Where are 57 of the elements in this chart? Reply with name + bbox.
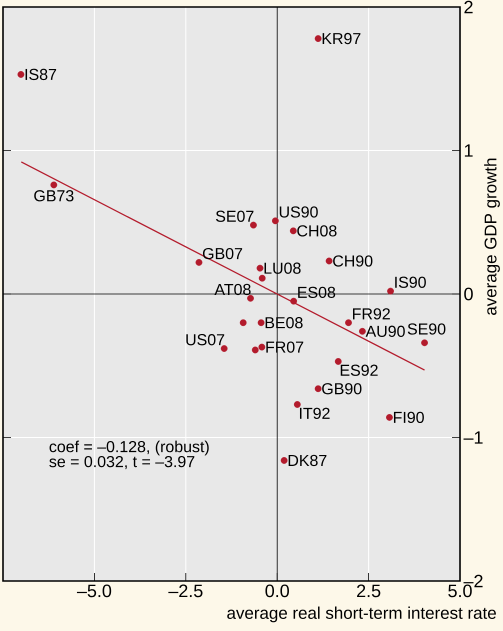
annotation: SE07 <box>216 210 254 222</box>
annotation: SE90 <box>408 323 446 335</box>
point <box>290 227 297 234</box>
y-tick-label: 1 <box>464 144 473 157</box>
point <box>345 319 352 326</box>
point <box>290 298 298 305</box>
x-axis-title: average real short-term interest rate <box>227 606 496 622</box>
x-tick-label: 2.5 <box>357 584 380 598</box>
point <box>250 222 257 229</box>
y-tick-label: 0 <box>464 288 473 300</box>
annotation: CH08 <box>297 225 337 237</box>
annotation: FI90 <box>394 412 424 424</box>
point <box>387 288 394 295</box>
point <box>334 358 342 365</box>
x-tick-label: –5.0 <box>76 584 112 598</box>
y-tick-label: 2 <box>464 0 473 14</box>
annotation: IS87 <box>26 68 56 80</box>
annotation: FR92 <box>353 308 390 320</box>
point <box>421 339 428 346</box>
annotation: US07 <box>186 334 224 346</box>
point <box>256 264 264 272</box>
point <box>247 294 254 302</box>
x-tick-label: –2.5 <box>168 584 202 598</box>
annotation: ES92 <box>340 364 378 376</box>
point <box>280 457 288 464</box>
annotation: CH90 <box>333 255 372 267</box>
point <box>314 385 322 392</box>
point <box>272 217 279 224</box>
point <box>18 71 24 78</box>
point <box>258 319 265 326</box>
point <box>258 344 266 350</box>
annotation: coef = –0.128, (robust) <box>50 440 209 456</box>
annotation: GB90 <box>322 383 362 394</box>
point <box>252 346 259 354</box>
point <box>258 274 266 282</box>
point <box>386 414 393 421</box>
point <box>50 182 58 188</box>
point <box>294 401 301 408</box>
annotation: US90 <box>280 206 318 218</box>
point <box>314 35 322 42</box>
y-axis-title: average GDP growth <box>484 158 500 315</box>
annotation: GB07 <box>202 248 242 260</box>
annotation: IT92 <box>300 408 330 419</box>
annotation: AT08 <box>214 284 251 296</box>
annotation: se = 0.032, t = –3.97 <box>49 456 194 470</box>
annotation: IS90 <box>395 276 426 288</box>
annotation: DK87 <box>288 454 326 466</box>
annotation: AU90 <box>366 326 405 337</box>
point <box>326 258 333 264</box>
point <box>220 345 228 352</box>
annotation: GB73 <box>34 190 74 202</box>
x-tick-label: 0.0 <box>265 584 289 598</box>
point <box>359 328 366 335</box>
y-tick-label: –1 <box>464 431 483 444</box>
annotation: KR97 <box>322 32 360 44</box>
point <box>196 259 202 266</box>
point <box>240 319 247 326</box>
